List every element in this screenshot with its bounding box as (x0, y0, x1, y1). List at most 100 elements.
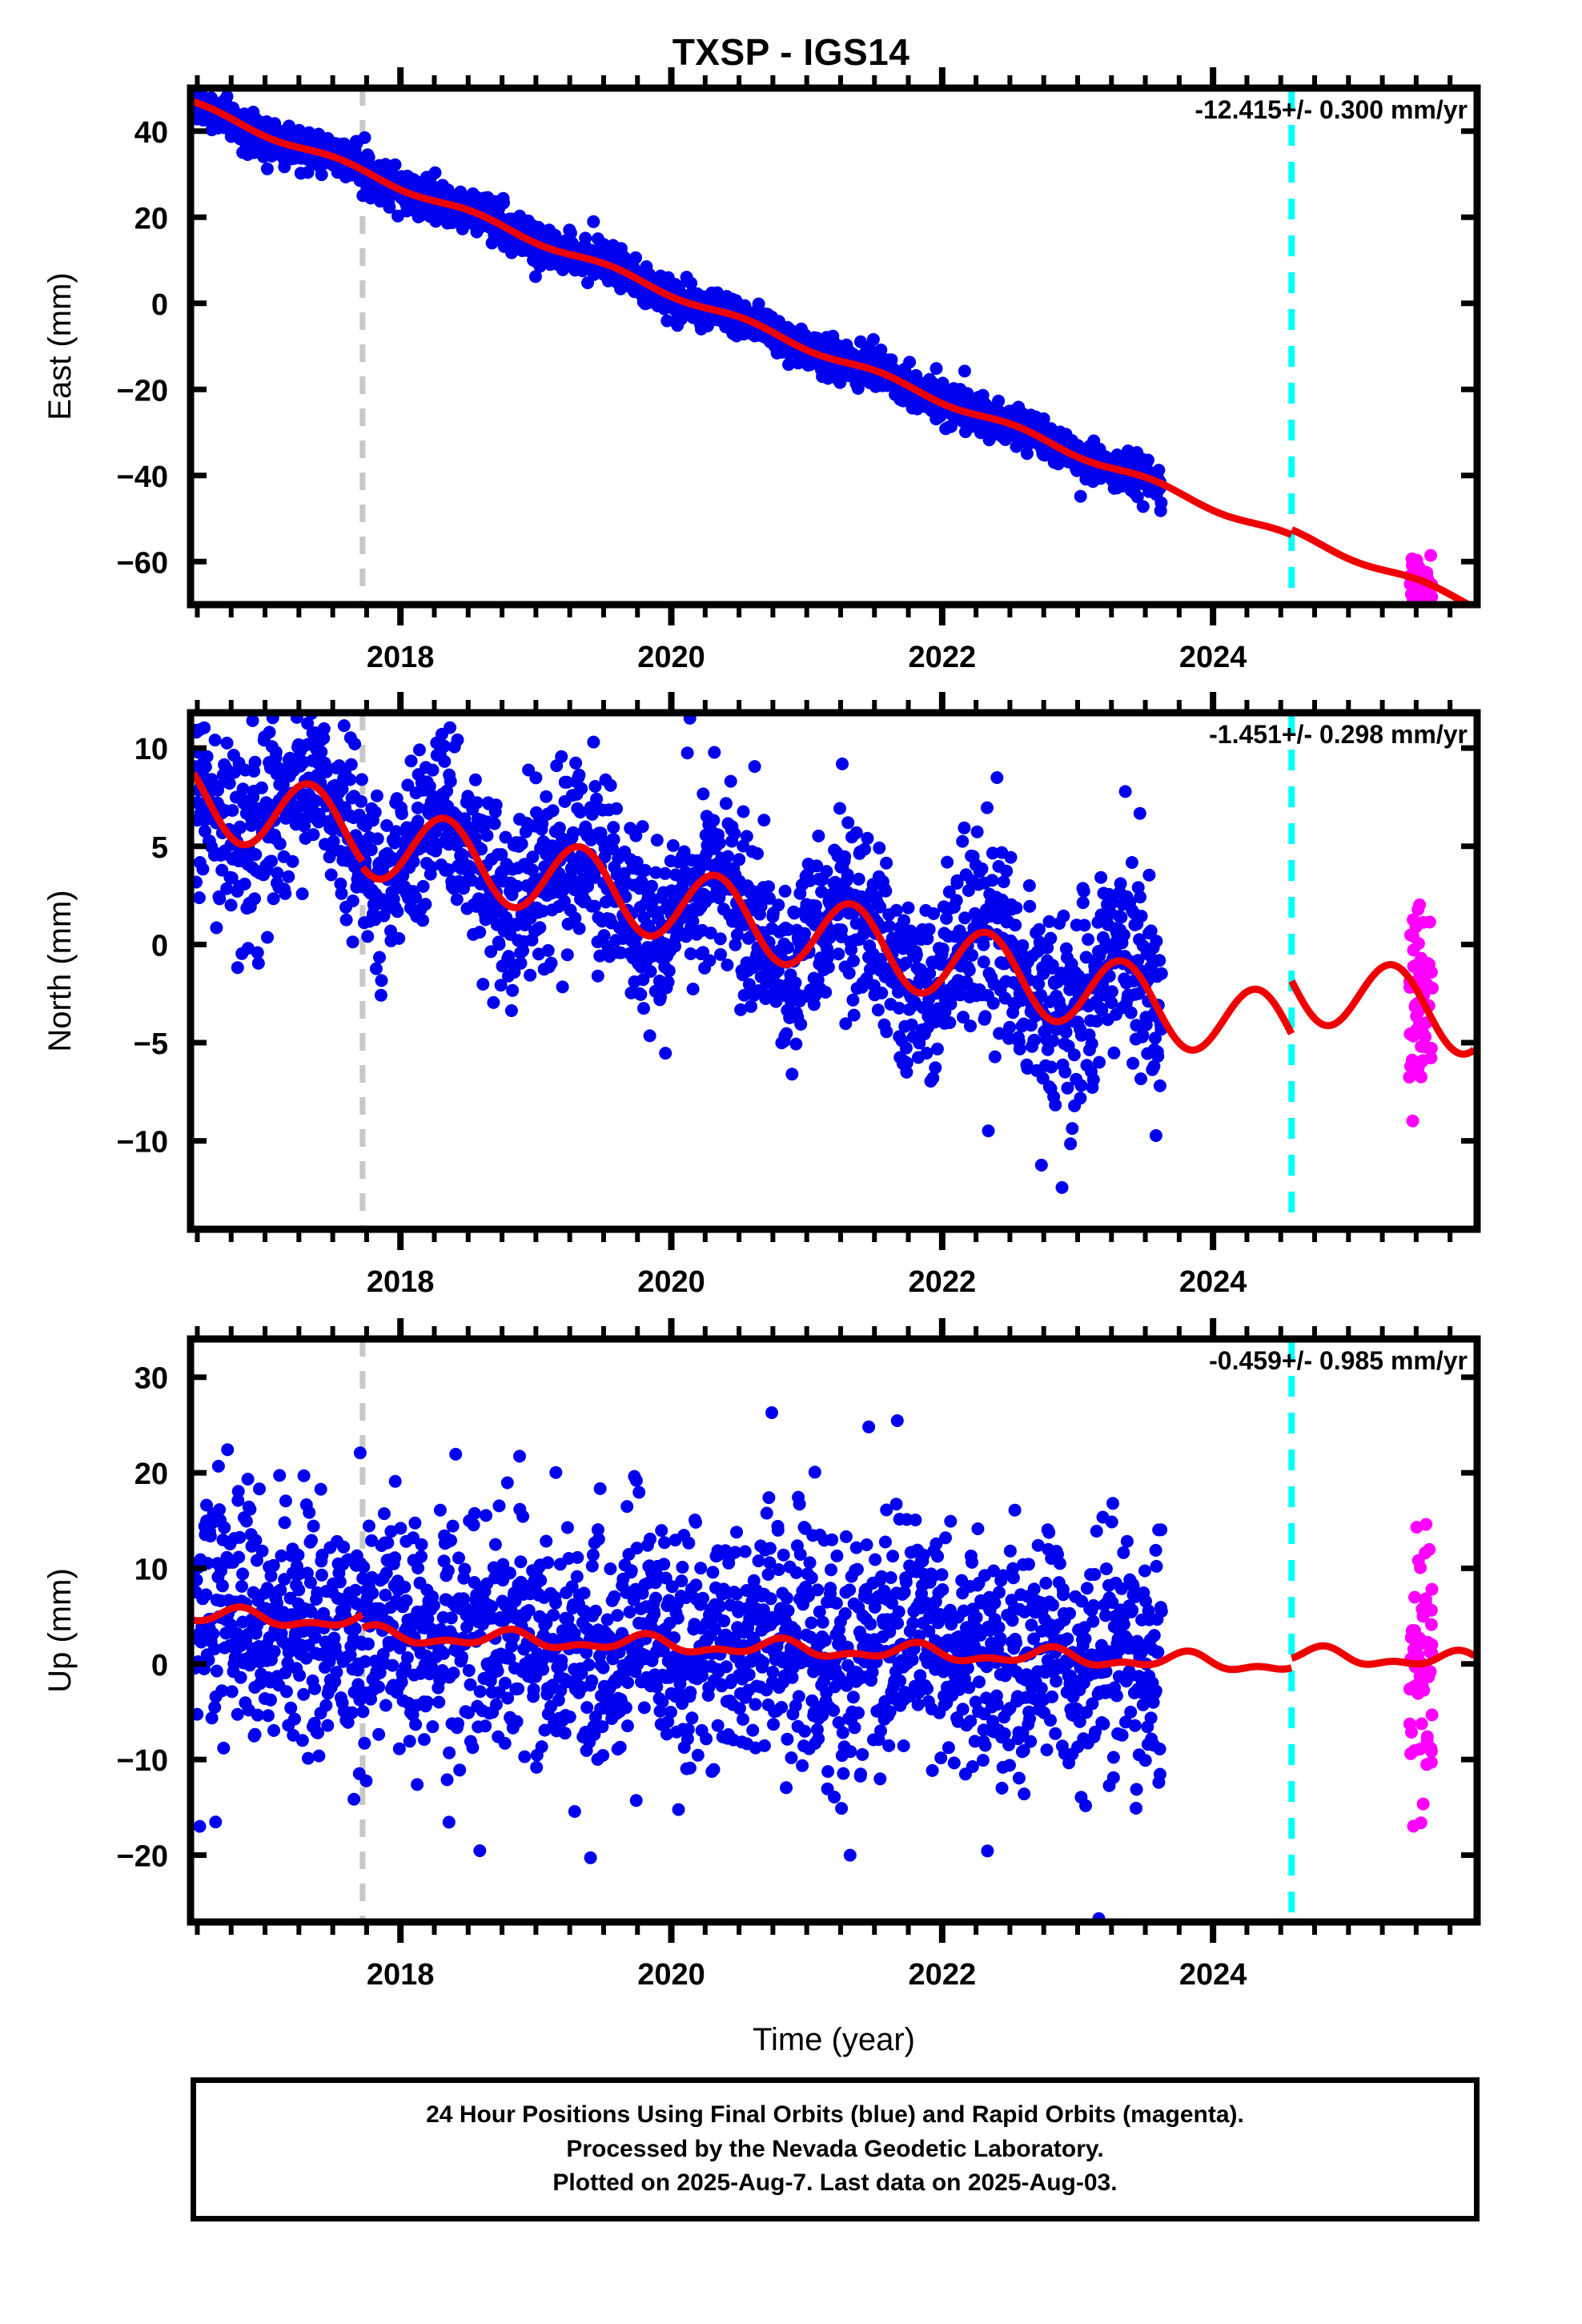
data-point-final (498, 1736, 512, 1750)
data-point-final (942, 885, 956, 899)
data-point-final (841, 816, 855, 830)
data-point-rapid (1415, 959, 1428, 973)
data-point-final (713, 836, 726, 850)
data-point-final (286, 854, 299, 868)
data-point-final (958, 821, 971, 834)
data-point-final (568, 1805, 581, 1818)
data-point-final (547, 1608, 560, 1622)
data-point-final (411, 1778, 424, 1791)
data-point-final (368, 806, 382, 819)
data-point-final (503, 1651, 516, 1665)
data-point-final (372, 1680, 385, 1694)
data-point-final (419, 898, 432, 911)
data-point-final (926, 1072, 940, 1085)
data-point-final (494, 979, 508, 992)
x-tick-label-2020: 2020 (637, 641, 705, 674)
data-point-final (488, 817, 501, 830)
data-point-final (754, 899, 768, 913)
data-point-final (224, 899, 238, 912)
data-point-final (279, 1494, 292, 1508)
data-point-final (549, 1596, 562, 1610)
data-point-final (315, 168, 328, 182)
data-point-final (450, 893, 464, 907)
data-point-final (423, 779, 436, 793)
data-point-final (196, 862, 210, 876)
data-point-final (516, 1510, 530, 1523)
data-point-final (462, 1664, 476, 1677)
data-point-final (986, 996, 1000, 1010)
data-point-final (597, 238, 611, 251)
data-point-final (903, 356, 917, 369)
data-point-final (587, 735, 600, 749)
data-point-final (659, 1047, 673, 1060)
data-point-final (335, 782, 349, 796)
data-point-final (412, 814, 424, 828)
data-point-final (299, 1651, 313, 1665)
data-point-final (248, 1727, 262, 1741)
data-point-final (882, 919, 896, 933)
data-point-final (1074, 1092, 1087, 1105)
data-point-final (1154, 496, 1168, 509)
data-point-final (546, 804, 560, 818)
data-point-final (1150, 935, 1163, 948)
data-point-final (596, 1749, 610, 1762)
data-point-final (832, 947, 845, 961)
model-curve-north-seg2 (1288, 961, 1477, 1058)
data-point-final (284, 1701, 298, 1715)
data-point-final (721, 850, 735, 863)
data-point-final (428, 166, 442, 179)
data-point-final (737, 988, 751, 1002)
data-point-final (889, 903, 903, 917)
data-point-final (235, 1579, 248, 1593)
y-tick-label-north: 10 (135, 733, 168, 766)
page-title: TXSP - IGS14 (672, 31, 910, 73)
data-point-final (977, 938, 990, 951)
data-point-rapid (1406, 1114, 1419, 1128)
data-point-final (379, 1566, 393, 1580)
data-point-final (833, 376, 847, 389)
data-point-final (607, 821, 620, 834)
data-point-final (1055, 1180, 1069, 1194)
data-point-final (880, 856, 893, 870)
data-point-final (719, 797, 733, 810)
data-point-final (427, 1598, 440, 1612)
model-curve-north-seg1 (359, 814, 1295, 1054)
data-point-final (975, 862, 989, 875)
data-point-final (541, 1556, 555, 1570)
data-point-final (315, 1568, 328, 1582)
data-point-final (291, 1548, 305, 1562)
data-point-rapid (1407, 1029, 1420, 1043)
data-point-final (250, 1554, 263, 1567)
data-point-final (489, 1698, 503, 1711)
data-point-final (1028, 1033, 1042, 1047)
data-point-final (585, 1559, 599, 1573)
data-point-final (484, 945, 498, 959)
data-point-final (416, 879, 430, 893)
data-point-final (1142, 453, 1154, 467)
data-point-final (708, 746, 721, 759)
data-point-final (366, 1586, 379, 1600)
data-point-final (636, 820, 649, 834)
data-point-final (452, 1717, 464, 1731)
x-tick-label-2022: 2022 (909, 1265, 977, 1299)
data-point-final (714, 947, 727, 961)
data-point-final (317, 722, 331, 735)
data-point-final (297, 1469, 311, 1482)
data-point-final (213, 1503, 226, 1517)
data-point-final (620, 1719, 634, 1733)
data-point-final (207, 1627, 220, 1641)
data-point-final (1000, 864, 1014, 878)
data-point-final (527, 1683, 540, 1696)
data-point-final (1134, 910, 1148, 923)
data-point-final (386, 1659, 400, 1672)
data-point-final (721, 959, 734, 971)
rate-label-east: -12.415+/- 0.300 mm/yr (1195, 95, 1468, 124)
data-point-final (590, 792, 604, 806)
data-point-final (480, 829, 494, 842)
data-point-rapid (1416, 915, 1430, 929)
data-point-final (348, 1622, 362, 1635)
data-point-final (345, 1706, 359, 1719)
data-point-final (473, 1685, 487, 1699)
data-point-final (789, 976, 802, 990)
data-point-final (846, 993, 860, 1007)
